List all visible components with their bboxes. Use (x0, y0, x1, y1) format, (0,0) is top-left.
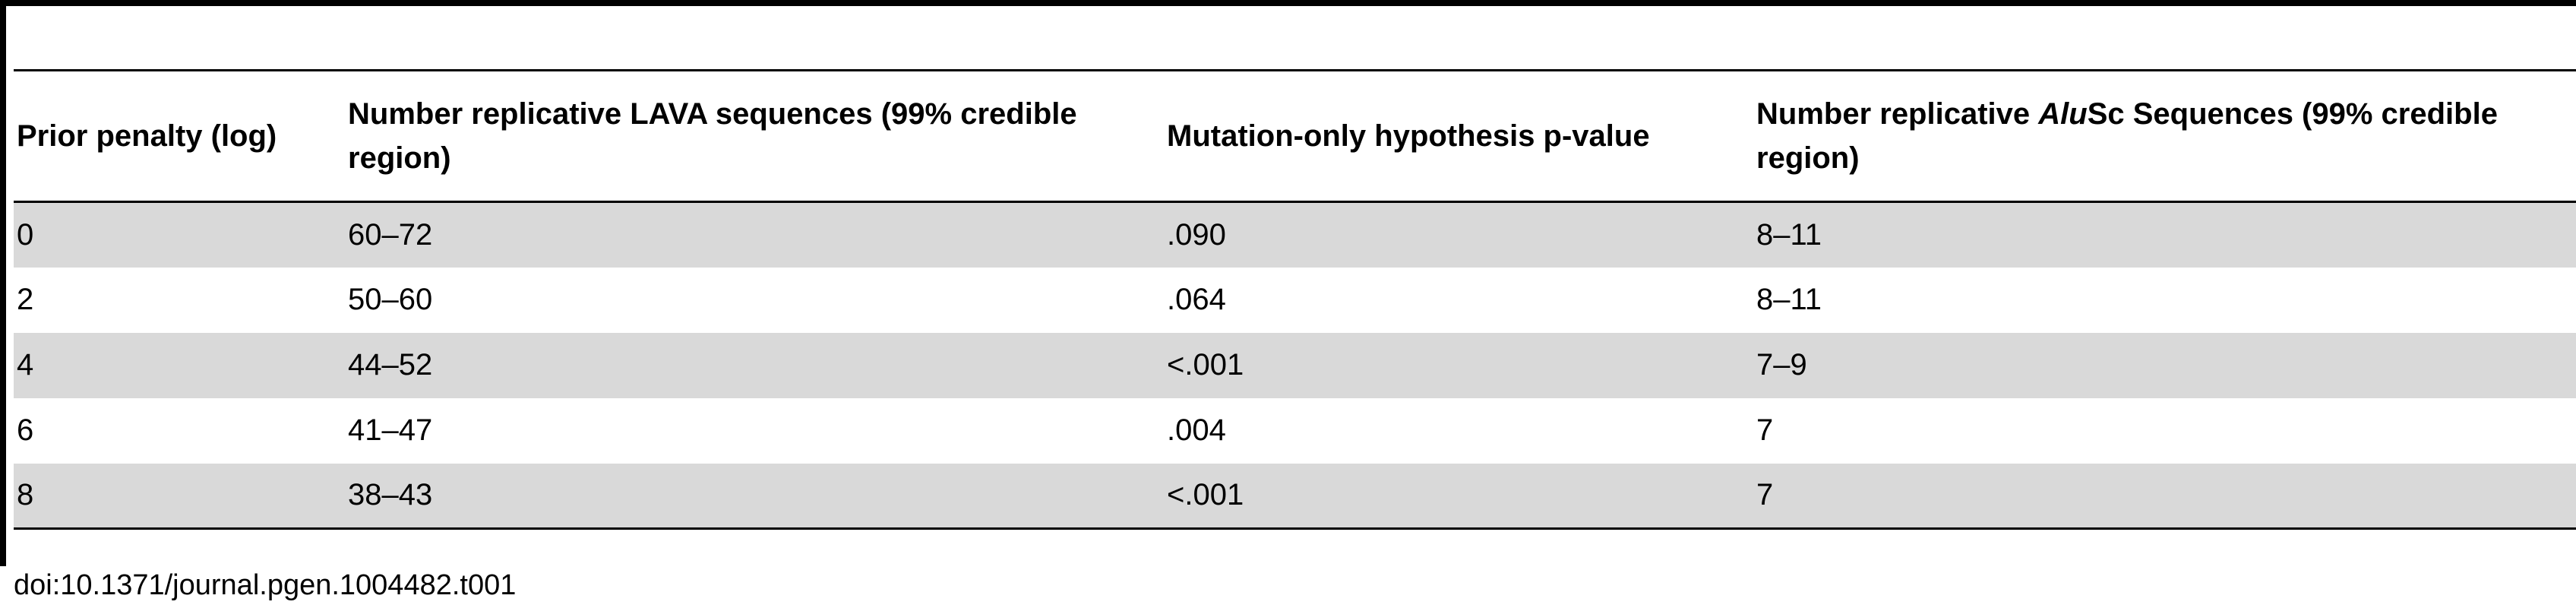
top-border (0, 0, 2576, 6)
table-row: 4 44–52 <.001 7–9 (14, 332, 2576, 398)
table-cell: .064 (1167, 283, 1226, 316)
header-text: Prior penalty (log) (17, 119, 277, 153)
header-text: Number replicative AluSc Sequences (99% … (1756, 92, 2516, 180)
table-cell: 60–72 (348, 217, 433, 252)
header-text-part: Sc Sequences (99% credible region) (1756, 97, 2498, 175)
table-row: 2 50–60 .064 8–11 (14, 268, 2576, 333)
header-italic: Alu (2038, 97, 2088, 131)
table-cell: 7 (1756, 413, 1774, 447)
header-row: Prior penalty (log) Number replicative L… (14, 71, 2576, 202)
header-text-part: Number replicative (1756, 97, 2039, 131)
table-cell: 2 (17, 283, 34, 316)
header-cell: Number replicative AluSc Sequences (99% … (1753, 71, 2576, 202)
data-table: Prior penalty (log) Number replicative L… (14, 69, 2576, 530)
left-border (0, 0, 6, 566)
table-cell: 41–47 (348, 413, 433, 447)
table-body: 0 60–72 .090 8–11 2 50–60 .064 8–11 4 44–52 <.001 7… (14, 201, 2576, 529)
table-row: 6 41–47 .004 7 (14, 398, 2576, 464)
table-cell: 7 (1756, 478, 1774, 512)
header-cell: Mutation-only hypothesis p-value (1164, 71, 1753, 202)
table-cell: 44–52 (348, 348, 433, 382)
table-header: Prior penalty (log) Number replicative L… (14, 70, 2576, 202)
header-text: Mutation-only hypothesis p-value (1167, 119, 1650, 153)
table-cell: <.001 (1167, 478, 1244, 512)
header-cell: Number replicative LAVA sequences (99% c… (345, 71, 1164, 202)
table-cell: <.001 (1167, 348, 1244, 382)
table-cell: 38–43 (348, 478, 433, 512)
header-text: Number replicative LAVA sequences (99% c… (348, 97, 1077, 175)
table-cell: .090 (1167, 217, 1226, 252)
table-cell: 4 (17, 348, 34, 382)
header-cell: Prior penalty (log) (14, 71, 345, 202)
table-row: 8 38–43 <.001 7 (14, 463, 2576, 529)
table-cell: 8 (17, 478, 34, 512)
doi: doi:10.1371/journal.pgen.1004482.t001 (14, 569, 517, 601)
table-cell: 8–11 (1756, 283, 1822, 316)
table-cell: 7–9 (1756, 348, 1807, 382)
table-cell: 8–11 (1756, 217, 1822, 252)
table-row: 0 60–72 .090 8–11 (14, 201, 2576, 268)
table-cell: .004 (1167, 413, 1226, 447)
table-cell: 0 (17, 217, 34, 252)
table-cell: 50–60 (348, 283, 433, 316)
table-cell: 6 (17, 413, 34, 447)
